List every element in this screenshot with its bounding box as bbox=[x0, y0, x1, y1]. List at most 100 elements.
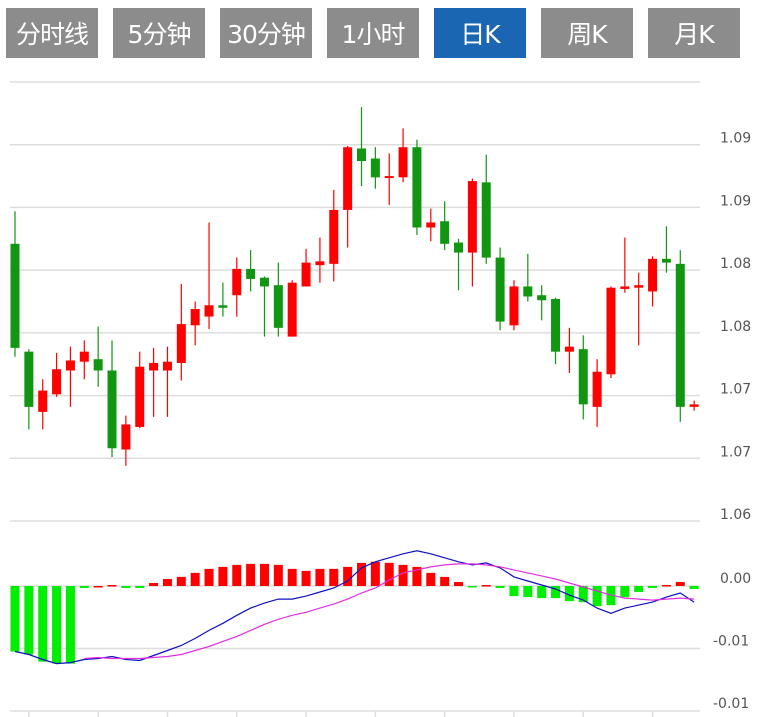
candle-body bbox=[135, 366, 145, 427]
candle-body bbox=[537, 295, 547, 301]
macd-bar bbox=[620, 586, 630, 598]
candle-body bbox=[551, 298, 561, 352]
candle-body bbox=[398, 147, 408, 178]
candle bbox=[564, 327, 574, 373]
candle-body bbox=[149, 362, 159, 371]
candle-body bbox=[107, 370, 117, 449]
price-axis-label: 1.09 bbox=[720, 193, 751, 209]
candle bbox=[204, 222, 214, 330]
macd-bar bbox=[551, 586, 561, 599]
macd-bar bbox=[509, 586, 519, 597]
candle-body bbox=[301, 262, 311, 287]
macd-axis-label: -0.01 bbox=[713, 634, 749, 650]
candle bbox=[495, 247, 505, 331]
candle bbox=[343, 145, 353, 248]
axis-labels: 1.09 1.09 1.08 1.08 1.07 1.07 1.06 0.00 -0.01 -0.… bbox=[713, 131, 751, 712]
candle bbox=[65, 346, 75, 407]
candle bbox=[176, 283, 186, 381]
tab-weekly-k[interactable]: 周K bbox=[541, 8, 633, 58]
candle-body bbox=[287, 282, 297, 337]
macd-bar bbox=[149, 583, 159, 586]
candle bbox=[675, 250, 685, 422]
candle bbox=[661, 226, 671, 273]
macd-bar bbox=[52, 586, 62, 664]
candle bbox=[273, 262, 283, 337]
candle bbox=[689, 400, 699, 411]
candle-body bbox=[121, 424, 131, 450]
tab-daily-k[interactable]: 日K bbox=[434, 8, 526, 58]
candle-body bbox=[620, 286, 630, 289]
candle bbox=[370, 147, 380, 189]
candle-body bbox=[564, 346, 574, 352]
candle bbox=[523, 253, 533, 302]
candle-body bbox=[675, 263, 685, 407]
macd-bar bbox=[592, 586, 602, 607]
candle-body bbox=[509, 286, 519, 326]
tab-monthly-k[interactable]: 月K bbox=[648, 8, 740, 58]
macd-bar bbox=[564, 586, 574, 602]
candle-body bbox=[65, 360, 75, 371]
candle bbox=[246, 250, 256, 292]
candle bbox=[467, 178, 477, 287]
candle bbox=[79, 340, 89, 380]
candle bbox=[107, 340, 117, 458]
candle-body bbox=[592, 371, 602, 407]
candle-body bbox=[176, 324, 186, 363]
macd-bar bbox=[121, 586, 131, 588]
candle-body bbox=[648, 258, 658, 292]
candle-body bbox=[232, 268, 242, 296]
candle bbox=[287, 280, 297, 337]
macd-bar bbox=[357, 562, 366, 586]
macd-bar bbox=[634, 586, 644, 592]
macd-bar bbox=[315, 568, 325, 586]
candle-body bbox=[218, 305, 228, 308]
candle-body bbox=[343, 147, 353, 210]
candle bbox=[93, 326, 103, 387]
candle bbox=[259, 276, 269, 337]
macd-bar bbox=[426, 572, 436, 586]
macd-bar bbox=[495, 586, 505, 588]
candle-body bbox=[315, 261, 325, 266]
macd-bar bbox=[287, 568, 297, 586]
candle-body bbox=[661, 258, 671, 263]
macd-bar bbox=[440, 576, 450, 586]
candle-body bbox=[10, 243, 20, 348]
macd-bar bbox=[301, 570, 311, 586]
price-axis-label: 1.09 bbox=[720, 131, 751, 147]
macd-bar bbox=[675, 582, 685, 586]
tab-5min[interactable]: 5分钟 bbox=[113, 8, 205, 58]
tab-1hour[interactable]: 1小时 bbox=[327, 8, 419, 58]
macd-bar bbox=[329, 568, 339, 586]
candle-body bbox=[357, 148, 366, 162]
candle bbox=[620, 237, 630, 293]
tab-30min[interactable]: 30分钟 bbox=[220, 8, 312, 58]
candle bbox=[301, 248, 311, 287]
macd-bar bbox=[661, 585, 671, 587]
candle-body bbox=[79, 351, 89, 362]
candle-body bbox=[273, 285, 283, 328]
macd-bar bbox=[384, 562, 394, 586]
candle bbox=[551, 297, 561, 365]
candle bbox=[634, 272, 644, 346]
candle-body bbox=[467, 181, 477, 253]
price-axis-label: 1.08 bbox=[720, 319, 751, 335]
price-axis-label: 1.07 bbox=[720, 382, 751, 398]
macd-bar bbox=[93, 586, 103, 588]
macd-bar bbox=[467, 586, 477, 588]
candle-body bbox=[24, 351, 34, 407]
macd-bar bbox=[481, 585, 491, 587]
macd-bar bbox=[689, 586, 699, 589]
macd-bar bbox=[578, 586, 588, 603]
tab-timeshare[interactable]: 分时线 bbox=[6, 8, 98, 58]
candle-body bbox=[578, 349, 588, 405]
macd-bar bbox=[24, 586, 34, 655]
candle bbox=[52, 352, 62, 397]
price-axis-label: 1.08 bbox=[720, 256, 751, 272]
candle bbox=[606, 286, 616, 379]
candle bbox=[384, 153, 394, 205]
candle-body bbox=[246, 268, 256, 279]
candle-body bbox=[38, 390, 48, 412]
dea-line bbox=[84, 563, 695, 660]
candle-body bbox=[52, 369, 62, 395]
